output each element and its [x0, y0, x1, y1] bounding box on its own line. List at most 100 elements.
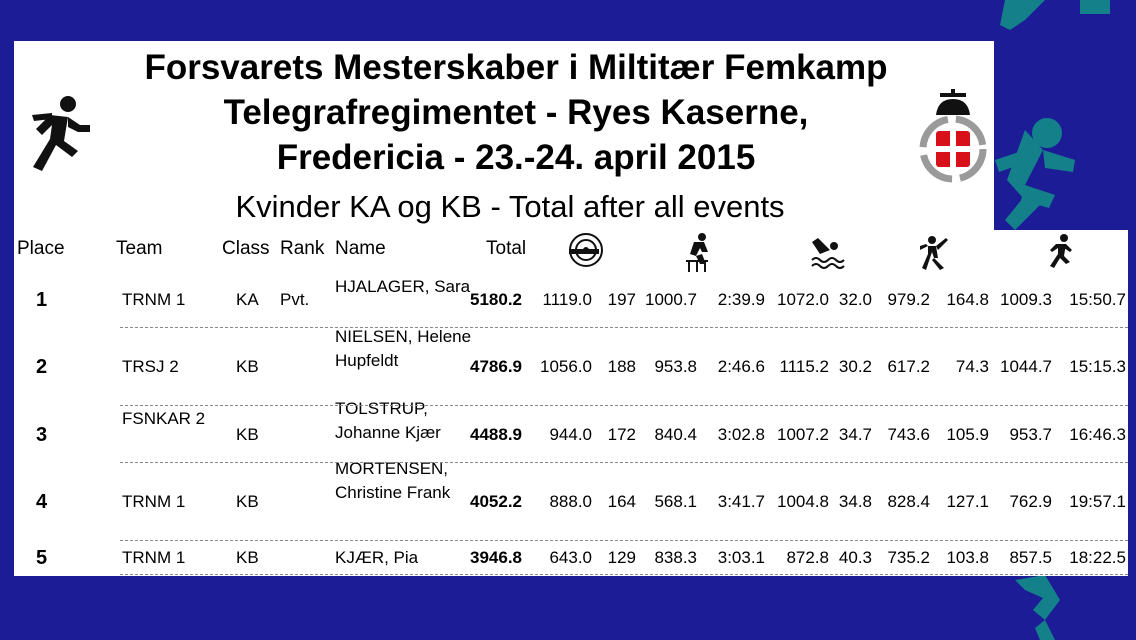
- value-cell: 15:15.3: [1069, 357, 1126, 376]
- total-cell: 4488.9: [470, 425, 522, 444]
- value-cell: 888.0: [549, 492, 592, 511]
- value-cell: 74.3: [955, 357, 989, 376]
- value-cell: 1119.0: [542, 290, 592, 309]
- class-cell: KB: [236, 357, 259, 376]
- value-cell: 188: [607, 357, 636, 376]
- value-cell: 953.8: [654, 357, 697, 376]
- value-cell: 643.0: [549, 548, 592, 567]
- value-cell: 30.2: [838, 357, 872, 376]
- value-cell: 19:57.1: [1069, 492, 1126, 511]
- team-cell: TRNM 1: [122, 290, 186, 309]
- results-table: Place Team Class Rank Name Total 1 TRNM: [14, 230, 1128, 576]
- value-cell: 2:39.9: [717, 290, 765, 309]
- royal-crest-icon: [919, 89, 987, 183]
- value-cell: 103.8: [946, 548, 989, 567]
- value-cell: 172: [607, 425, 636, 444]
- rank-cell: Pvt.: [280, 290, 310, 309]
- team-cell: TRNM 1: [122, 548, 186, 567]
- class-cell: KB: [236, 425, 259, 444]
- value-cell: 3:02.8: [717, 425, 765, 444]
- team-cell: FSNKAR 2: [122, 409, 206, 428]
- place-cell: 2: [36, 356, 48, 378]
- total-cell: 4052.2: [470, 492, 522, 511]
- place-cell: 1: [36, 289, 48, 311]
- total-cell: 5180.2: [470, 290, 522, 309]
- value-cell: 1115.2: [779, 357, 829, 376]
- value-cell: 735.2: [887, 548, 930, 567]
- value-cell: 1044.7: [1000, 357, 1052, 376]
- place-cell: 5: [36, 547, 48, 569]
- value-cell: 828.4: [887, 492, 930, 511]
- column-header-place: Place: [17, 238, 65, 259]
- value-cell: 105.9: [946, 425, 989, 444]
- value-cell: 568.1: [654, 492, 697, 511]
- name-cell: NIELSEN, Helene Hupfeldt: [335, 327, 472, 370]
- value-cell: 838.3: [654, 548, 697, 567]
- swimming-icon: [811, 238, 845, 269]
- column-header-rank: Rank: [280, 238, 325, 259]
- value-cell: 1072.0: [777, 290, 829, 309]
- row-divider: [120, 540, 1128, 541]
- grenade-throw-icon: [920, 236, 948, 270]
- name-cell: KJÆR, Pia: [335, 548, 419, 567]
- page-subtitle: Kvinder KA og KB - Total after all event…: [235, 189, 785, 224]
- value-cell: 1000.7: [645, 290, 697, 309]
- value-cell: 840.4: [654, 425, 697, 444]
- class-cell: KB: [236, 548, 259, 567]
- title-line-2: Telegrafregimentet - Ryes Kaserne,: [223, 93, 809, 132]
- shooting-icon: [569, 233, 603, 267]
- row-divider: [120, 327, 1128, 328]
- obstacle-course-icon: [686, 233, 708, 272]
- value-cell: 164.8: [946, 290, 989, 309]
- header-panel: Forsvarets Mesterskaber i Miltitær Femka…: [14, 41, 994, 230]
- place-cell: 4: [36, 491, 48, 513]
- value-cell: 18:22.5: [1069, 548, 1126, 567]
- row-divider: [120, 462, 1128, 463]
- name-cell: HJALAGER, Sara: [335, 277, 471, 296]
- row-divider: [120, 574, 1128, 575]
- value-cell: 1007.2: [777, 425, 829, 444]
- class-cell: KA: [236, 290, 259, 309]
- total-cell: 4786.9: [470, 357, 522, 376]
- value-cell: 872.8: [786, 548, 829, 567]
- column-header-class: Class: [222, 238, 270, 259]
- value-cell: 617.2: [887, 357, 930, 376]
- value-cell: 944.0: [549, 425, 592, 444]
- value-cell: 34.7: [838, 425, 872, 444]
- value-cell: 1004.8: [777, 492, 829, 511]
- team-cell: TRSJ 2: [122, 357, 179, 376]
- value-cell: 2:46.6: [717, 357, 765, 376]
- column-header-team: Team: [116, 238, 163, 259]
- column-header-name: Name: [335, 238, 386, 259]
- place-cell: 3: [36, 424, 48, 446]
- team-cell: TRNM 1: [122, 492, 186, 511]
- class-cell: KB: [236, 492, 259, 511]
- value-cell: 1056.0: [540, 357, 592, 376]
- title-line-1: Forsvarets Mesterskaber i Miltitær Femka…: [144, 48, 888, 87]
- value-cell: 129: [607, 548, 636, 567]
- value-cell: 16:46.3: [1069, 425, 1126, 444]
- value-cell: 762.9: [1009, 492, 1052, 511]
- column-header-total: Total: [486, 238, 527, 259]
- background-runner-icon: [995, 0, 1110, 640]
- value-cell: 15:50.7: [1069, 290, 1126, 309]
- value-cell: 3:41.7: [717, 492, 765, 511]
- value-cell: 197: [607, 290, 636, 309]
- value-cell: 127.1: [946, 492, 989, 511]
- value-cell: 1009.3: [1000, 290, 1052, 309]
- cross-country-icon: [1050, 234, 1072, 268]
- row-divider: [120, 405, 1128, 406]
- value-cell: 34.8: [838, 492, 872, 511]
- value-cell: 979.2: [887, 290, 930, 309]
- total-cell: 3946.8: [470, 548, 522, 567]
- value-cell: 743.6: [887, 425, 930, 444]
- name-cell: TOLSTRUP, Johanne Kjær: [335, 399, 441, 442]
- value-cell: 40.3: [838, 548, 872, 567]
- title-line-3: Fredericia - 23.-24. april 2015: [276, 138, 756, 177]
- value-cell: 3:03.1: [717, 548, 765, 567]
- value-cell: 164: [607, 492, 636, 511]
- value-cell: 32.0: [838, 290, 872, 309]
- running-soldier-icon: [32, 96, 90, 171]
- name-cell: MORTENSEN, Christine Frank: [335, 459, 451, 502]
- value-cell: 857.5: [1009, 548, 1052, 567]
